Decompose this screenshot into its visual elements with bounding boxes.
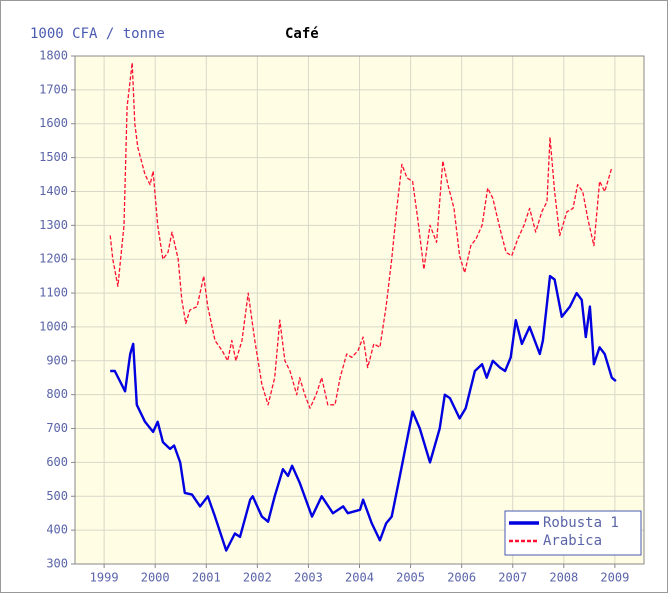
y-tick-label: 1500 [39, 150, 68, 164]
x-tick-label: 2004 [345, 571, 374, 585]
x-tick-label: 2002 [243, 571, 272, 585]
y-tick-label: 800 [46, 387, 68, 401]
y-tick-label: 500 [46, 489, 68, 503]
y-tick-label: 400 [46, 523, 68, 537]
x-tick-label: 2008 [549, 571, 578, 585]
chart-title: Café [285, 26, 319, 42]
y-tick-label: 1600 [39, 116, 68, 130]
plot-area [74, 55, 645, 565]
x-tick-label: 1999 [90, 571, 119, 585]
x-tick-label: 2005 [396, 571, 425, 585]
series-line [109, 62, 613, 409]
y-tick-label: 1100 [39, 286, 68, 300]
y-tick-label: 1000 [39, 319, 68, 333]
x-tick-label: 2007 [498, 571, 527, 585]
y-tick-label: 1700 [39, 82, 68, 96]
x-tick-label: 2003 [294, 571, 323, 585]
legend-box [504, 510, 642, 556]
y-tick-label: 300 [46, 557, 68, 571]
y-tick-label: 700 [46, 421, 68, 435]
series-line [110, 274, 617, 552]
y-tick-label: 1300 [39, 218, 68, 232]
y-tick-label: 1400 [39, 184, 68, 198]
x-tick-label: 2001 [192, 571, 221, 585]
y-tick-label: 1200 [39, 252, 68, 266]
y-axis-label: 1000 CFA / tonne [30, 26, 165, 42]
y-tick-label: 1800 [39, 49, 68, 63]
x-tick-label: 2006 [447, 571, 476, 585]
y-tick-label: 900 [46, 353, 68, 367]
x-tick-label: 2000 [141, 571, 170, 585]
legend-label: Arabica [543, 533, 602, 549]
y-tick-label: 600 [46, 455, 68, 469]
x-tick-label: 2009 [600, 571, 629, 585]
legend-label: Robusta 1 [543, 515, 619, 531]
